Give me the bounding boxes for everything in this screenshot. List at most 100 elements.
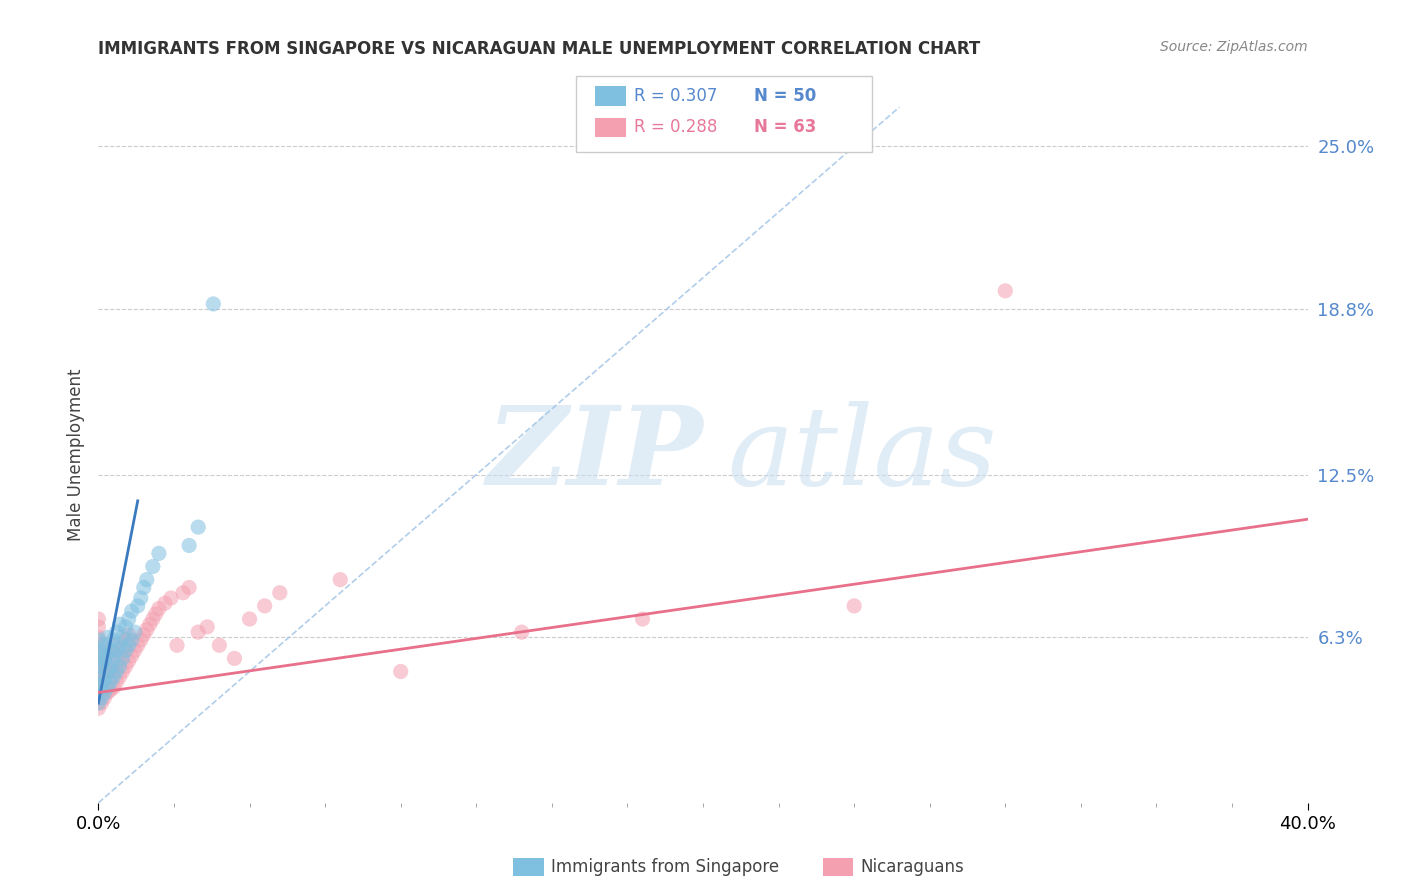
Point (111, 631, 134, 645)
Point (90, 678, 112, 692)
Point (124, 625, 146, 640)
Point (208, 638, 231, 652)
Point (187, 625, 209, 640)
Point (160, 591, 183, 605)
Point (87, 678, 110, 692)
Point (103, 638, 125, 652)
Point (108, 638, 131, 652)
Point (118, 638, 141, 652)
Text: ZIP: ZIP (486, 401, 703, 508)
Text: Immigrants from Singapore: Immigrants from Singapore (551, 858, 779, 876)
Point (127, 599, 149, 613)
Point (179, 581, 201, 595)
Point (148, 601, 170, 615)
Point (108, 659, 131, 673)
Point (145, 607, 167, 621)
Point (87, 701, 110, 715)
Point (90, 678, 112, 692)
Point (87, 659, 110, 673)
Point (111, 640, 134, 655)
Point (103, 651, 125, 665)
Point (87, 633, 110, 648)
Point (87, 638, 110, 652)
Point (93, 673, 115, 687)
Point (87, 685, 110, 699)
Point (100, 643, 122, 657)
Point (87, 657, 110, 671)
Point (87, 690, 110, 705)
Point (96, 665, 118, 679)
Point (114, 633, 136, 648)
Point (100, 665, 122, 679)
Point (142, 559, 165, 574)
Point (202, 297, 225, 311)
Point (111, 651, 134, 665)
Point (93, 654, 115, 668)
Point (510, 625, 533, 640)
Point (129, 591, 152, 605)
Point (129, 633, 152, 648)
Point (93, 651, 115, 665)
Point (87, 670, 110, 684)
Point (121, 633, 143, 648)
Point (187, 520, 209, 534)
Point (105, 625, 128, 640)
Point (96, 665, 118, 679)
Point (166, 638, 188, 652)
Text: Source: ZipAtlas.com: Source: ZipAtlas.com (1160, 40, 1308, 54)
Point (87, 620, 110, 634)
Point (631, 612, 654, 626)
Point (103, 670, 125, 684)
Point (139, 617, 162, 632)
Point (90, 643, 112, 657)
Point (148, 546, 170, 560)
Point (87, 682, 110, 697)
Point (100, 682, 122, 697)
Text: N = 63: N = 63 (754, 119, 815, 136)
Point (108, 646, 131, 660)
Point (100, 643, 122, 657)
Point (103, 680, 125, 694)
Point (114, 643, 136, 657)
Point (87, 631, 110, 645)
Point (87, 643, 110, 657)
Point (100, 659, 122, 673)
Point (135, 623, 157, 637)
Text: R = 0.307: R = 0.307 (634, 87, 717, 105)
Point (93, 685, 115, 699)
Text: atlas: atlas (727, 401, 997, 508)
Text: R = 0.288: R = 0.288 (634, 119, 717, 136)
Point (269, 586, 291, 600)
Point (135, 573, 157, 587)
Point (224, 651, 246, 665)
Point (329, 573, 352, 587)
Point (105, 665, 128, 679)
Point (239, 612, 262, 626)
Point (100, 675, 122, 690)
Point (96, 648, 118, 663)
Point (93, 638, 115, 652)
Point (118, 628, 141, 642)
Point (87, 612, 110, 626)
Point (105, 643, 128, 657)
Point (179, 539, 201, 553)
Text: N = 50: N = 50 (754, 87, 815, 105)
Point (124, 643, 146, 657)
Point (87, 696, 110, 710)
Point (103, 633, 125, 648)
Point (93, 673, 115, 687)
Point (153, 596, 176, 610)
Point (127, 638, 149, 652)
Point (96, 680, 118, 694)
Point (114, 620, 136, 634)
Point (994, 284, 1017, 298)
Y-axis label: Male Unemployment: Male Unemployment (66, 368, 84, 541)
Point (121, 648, 143, 663)
Point (103, 659, 125, 673)
Point (90, 659, 112, 673)
Point (87, 665, 110, 679)
Point (111, 665, 134, 679)
Point (253, 599, 276, 613)
Point (96, 631, 118, 645)
Point (195, 620, 218, 634)
